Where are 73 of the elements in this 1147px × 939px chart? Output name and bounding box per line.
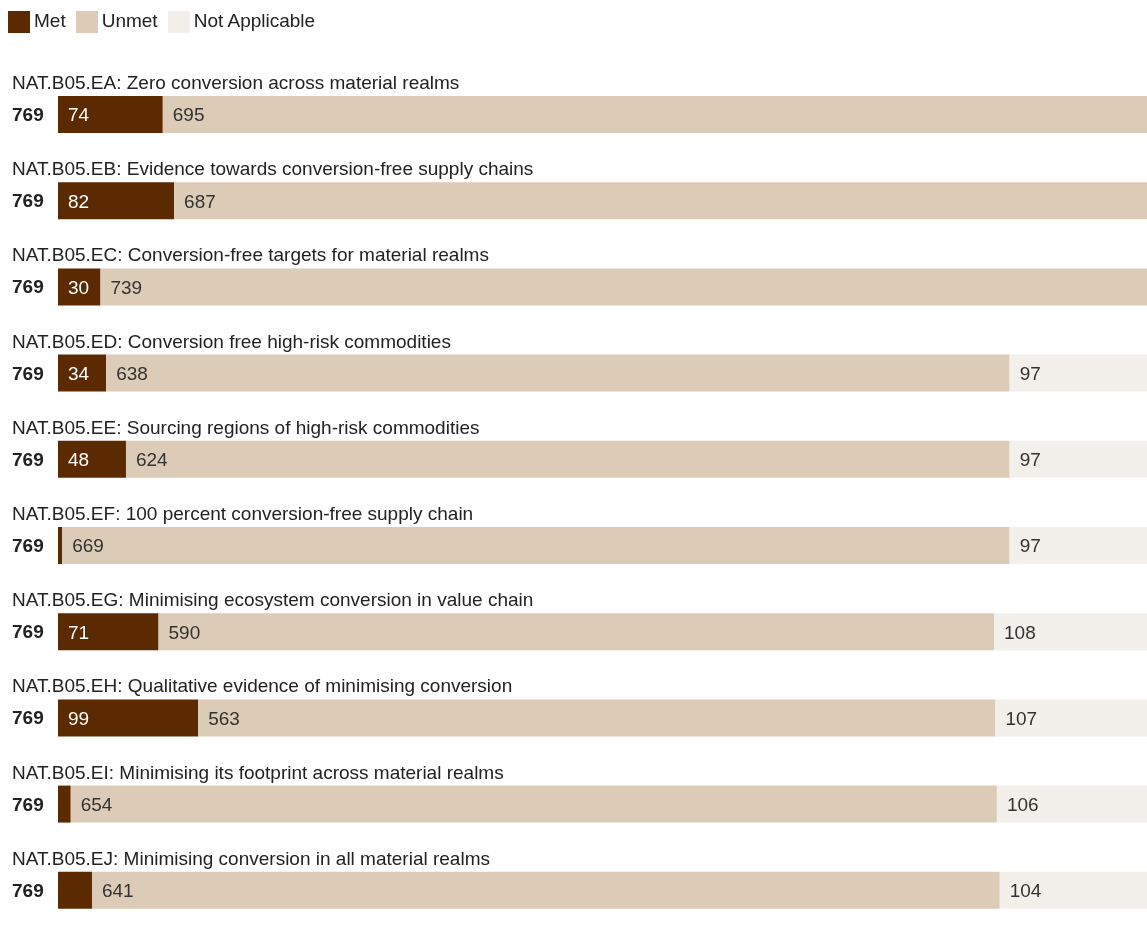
data-label: 97: [1019, 449, 1041, 471]
data-label: 654: [80, 794, 113, 816]
data-label: 669: [72, 535, 104, 557]
y-tick-label: NAT.B05.EF: 100 percent conversion-free supply chain: [12, 503, 474, 525]
data-label: 99: [68, 707, 90, 729]
bar: [158, 613, 995, 651]
data-label: 107: [1005, 707, 1038, 729]
data-label: 108: [1004, 621, 1036, 643]
bar: [58, 785, 71, 823]
data-label: 695: [172, 104, 205, 126]
total-label: 769: [12, 621, 44, 643]
total-label: 769: [12, 535, 44, 557]
bar: [106, 354, 1010, 392]
data-label: 82: [68, 190, 90, 212]
data-label: 687: [184, 190, 216, 212]
data-label: 641: [101, 880, 134, 902]
bar: [174, 182, 1147, 220]
data-label: 590: [168, 621, 201, 643]
data-label: 563: [208, 707, 240, 729]
data-label: 30: [68, 276, 90, 298]
legend-label: Unmet: [101, 10, 158, 31]
data-label: 48: [68, 449, 90, 471]
y-tick-label: NAT.B05.ED: Conversion free high-risk commodities: [12, 330, 451, 352]
bar: [58, 182, 175, 220]
y-tick-label: NAT.B05.EI: Minimising its footprint across material realms: [12, 761, 504, 783]
data-label: 739: [110, 276, 143, 298]
data-label: 104: [1009, 880, 1042, 902]
y-tick-label: NAT.B05.EG: Minimising ecosystem conversion in value chain: [12, 589, 534, 611]
data-label: 34: [68, 363, 90, 385]
total-label: 769: [12, 276, 44, 298]
bar: [58, 871, 92, 909]
bar: [995, 699, 1147, 737]
bar: [58, 613, 159, 651]
y-tick-label: NAT.B05.EA: Zero conversion across material realms: [12, 72, 460, 94]
bar: [1009, 440, 1147, 478]
y-tick-label: NAT.B05.EH: Qualitative evidence of minimising conversion: [12, 675, 513, 697]
bar: [58, 440, 126, 478]
bar: [62, 526, 1010, 564]
total-label: 769: [12, 879, 44, 901]
total-label: 769: [12, 707, 44, 729]
y-tick-label: NAT.B05.EB: Evidence towards conversion-free supply chains: [12, 158, 534, 180]
data-label: 71: [68, 621, 90, 643]
bar: [58, 526, 63, 564]
bar: [1009, 354, 1147, 392]
bar: [162, 95, 1147, 133]
bar: [125, 440, 1010, 478]
bar: [198, 699, 996, 737]
data-label: 638: [116, 363, 148, 385]
data-label: 106: [1006, 794, 1039, 816]
total-label: 769: [12, 104, 44, 126]
total-label: 769: [12, 190, 44, 212]
bar: [1009, 526, 1147, 564]
y-tick-label: NAT.B05.EE: Sourcing regions of high-risk commodities: [12, 416, 480, 438]
data-label: 97: [1019, 535, 1041, 557]
bar: [58, 95, 163, 133]
y-tick-label: NAT.B05.EJ: Minimising conversion in all material realms: [12, 847, 490, 869]
y-tick-label: NAT.B05.EC: Conversion-free targets for material realms: [12, 244, 489, 266]
bar: [91, 871, 1000, 909]
bar: [58, 699, 199, 737]
bar: [58, 354, 107, 392]
data-label: 74: [68, 104, 90, 126]
data-label: 624: [135, 449, 169, 471]
data-label: 97: [1019, 363, 1041, 385]
total-label: 769: [12, 362, 44, 384]
total-label: 769: [12, 793, 44, 815]
legend-label: Met: [34, 10, 66, 31]
bar: [999, 871, 1147, 909]
bar: [70, 785, 997, 823]
bar: [996, 785, 1147, 823]
bar: [100, 268, 1147, 306]
bar: [994, 613, 1147, 651]
legend-label: Not Applicable: [193, 10, 316, 31]
total-label: 769: [12, 448, 44, 470]
